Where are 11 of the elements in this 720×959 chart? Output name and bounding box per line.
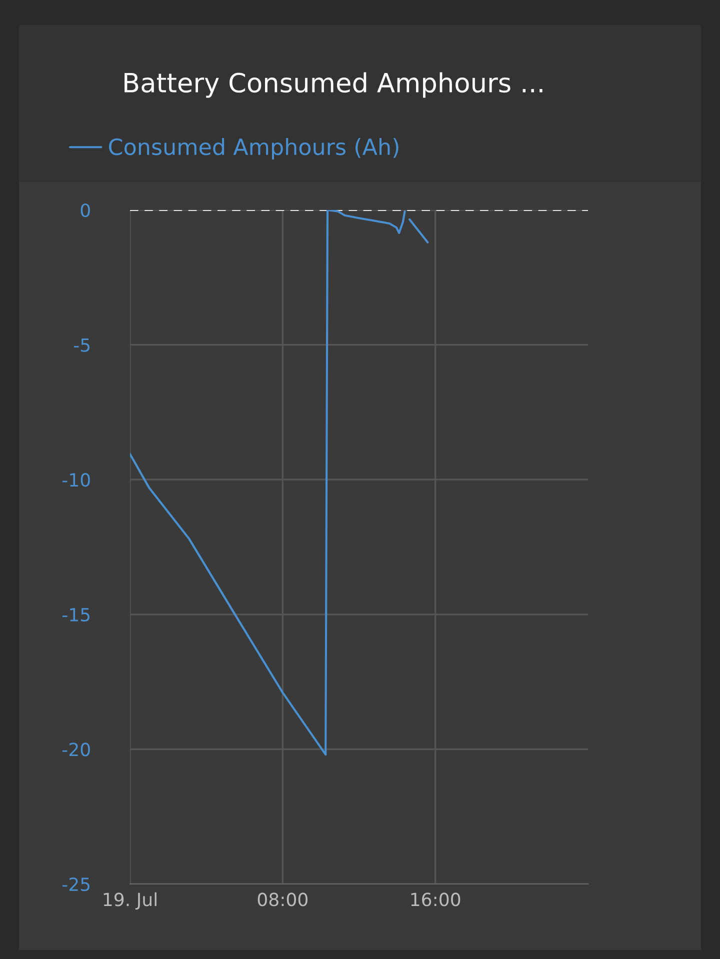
x-tick-label: 08:00	[258, 892, 308, 906]
x-tick-label: 16:00	[411, 892, 460, 906]
y-tick-label: 0	[80, 203, 90, 218]
chart-title: Battery Consumed Amphours ...	[124, 72, 542, 98]
x-tick-label: 19. Jul	[104, 892, 156, 910]
y-tick-label: -5	[74, 338, 90, 352]
legend-label: Consumed Amphours (Ah)	[109, 138, 398, 160]
y-tick-label: -15	[62, 608, 90, 622]
y-tick-label: -10	[62, 473, 90, 487]
y-tick-label: -25	[62, 877, 90, 892]
y-tick-label: -20	[62, 742, 90, 756]
